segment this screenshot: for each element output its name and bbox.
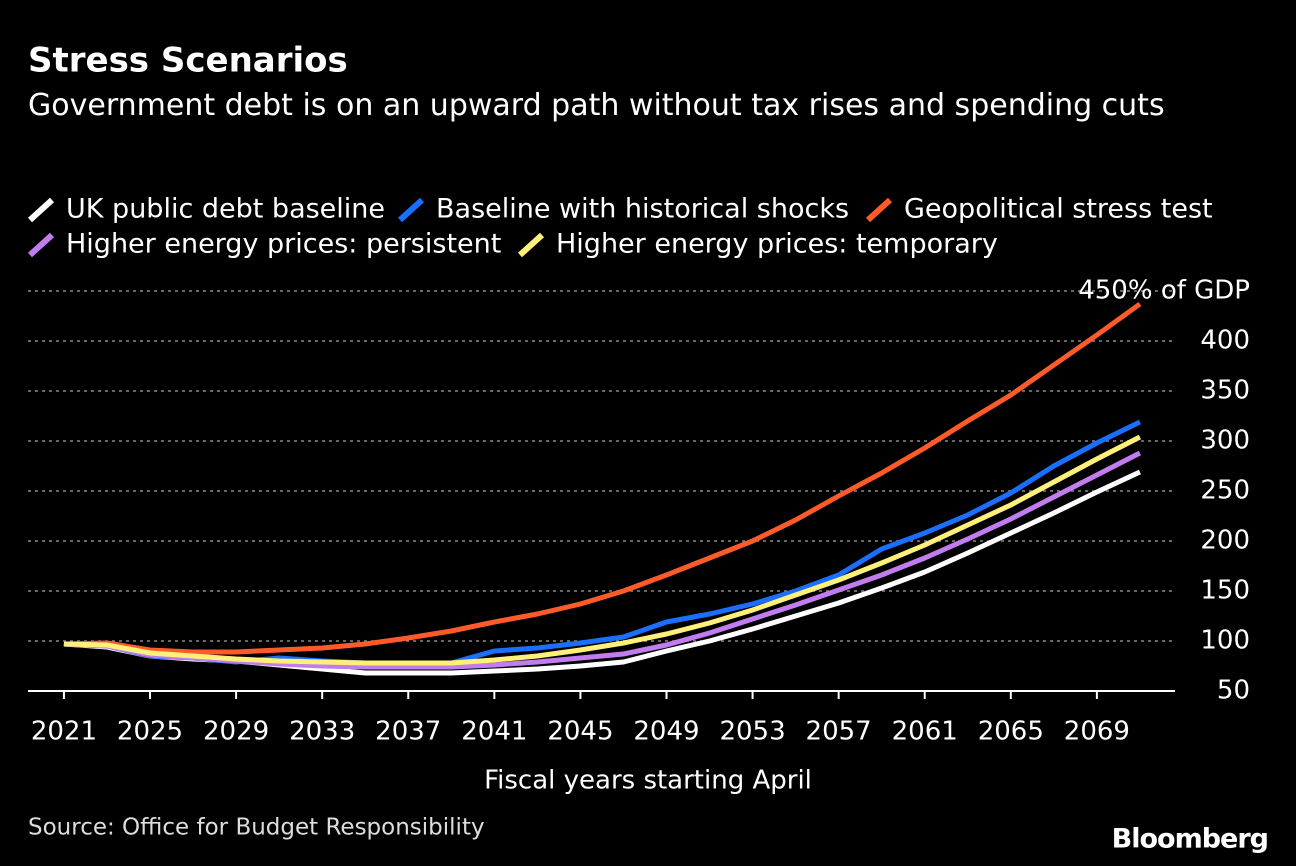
brand: Bloomberg (1112, 824, 1268, 855)
x-tick-label: 2045 (547, 717, 613, 747)
subtitle-box: Government debt is on an upward path wit… (28, 88, 1165, 123)
y-tick-label: 250 (1200, 476, 1250, 506)
x-tick-label: 2065 (978, 717, 1044, 747)
x-tick-label: 2029 (203, 717, 269, 747)
legend-marker (865, 197, 893, 223)
legend-label: Baseline with historical shocks (436, 194, 849, 225)
y-tick-label: 200 (1200, 526, 1250, 556)
legend-label: UK public debt baseline (66, 194, 385, 225)
x-tick-label: 2025 (117, 717, 183, 747)
y-tick-label: 50 (1217, 676, 1250, 706)
x-tick-label: 2061 (892, 717, 958, 747)
legend-marker (27, 232, 55, 258)
x-tick-label: 2049 (633, 717, 699, 747)
y-tick-label: 350 (1200, 376, 1250, 406)
x-tick-label: 2037 (375, 717, 441, 747)
x-tick-label: 2041 (461, 717, 527, 747)
legend-label: Geopolitical stress test (904, 194, 1213, 225)
series-line (63, 450, 1142, 670)
legend-marker (517, 232, 545, 258)
x-tick-label: 2053 (719, 717, 785, 747)
x-tick-label: 2069 (1064, 717, 1130, 747)
legend-marker (397, 197, 425, 223)
legend-label: Higher energy prices: temporary (556, 229, 998, 260)
series-line (63, 434, 1142, 666)
chart-title: Stress Scenarios (28, 41, 348, 81)
y-tick-label: 100 (1200, 626, 1250, 656)
x-tick-label: 2033 (289, 717, 355, 747)
x-tick-label: 2021 (31, 717, 97, 747)
legend-label: Higher energy prices: persistent (66, 229, 501, 260)
y-tick-label: 150 (1200, 576, 1250, 606)
series-line (63, 301, 1142, 655)
chart-subtitle: Government debt is on an upward path wit… (28, 88, 1165, 123)
y-tick-label: 450% of GDP (1078, 276, 1250, 306)
series-line (63, 419, 1142, 667)
legend-marker (27, 197, 55, 223)
y-tick-label: 300 (1200, 426, 1250, 456)
x-axis-label: Fiscal years starting April (484, 766, 812, 796)
series-line (63, 469, 1141, 676)
y-tick-label: 400 (1200, 326, 1250, 356)
x-tick-label: 2057 (806, 717, 872, 747)
source: Source: Office for Budget Responsibility (28, 815, 485, 841)
